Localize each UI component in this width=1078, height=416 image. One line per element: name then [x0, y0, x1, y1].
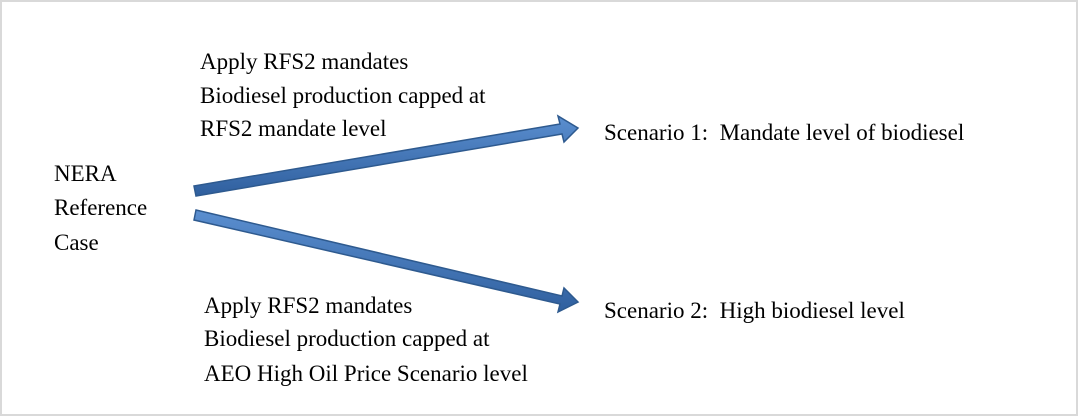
arrow-1 [193, 114, 580, 197]
result: Scenario 1: Mandate level of biodiesel [604, 120, 964, 145]
result: Scenario 2: High biodiesel level [604, 298, 905, 323]
arrow-2 [193, 209, 580, 314]
condition: Biodiesel production capped at [200, 83, 486, 108]
condition: AEO High Oil Price Scenario level [204, 361, 528, 386]
source-label: NERA [54, 161, 117, 186]
condition: Apply RFS2 mandates [200, 49, 408, 74]
condition: Apply RFS2 mandates [204, 293, 412, 318]
condition: Biodiesel production capped at [204, 326, 490, 351]
source-label: Case [54, 230, 99, 255]
condition: RFS2 mandate level [200, 116, 387, 141]
source-label: Reference [54, 195, 147, 220]
